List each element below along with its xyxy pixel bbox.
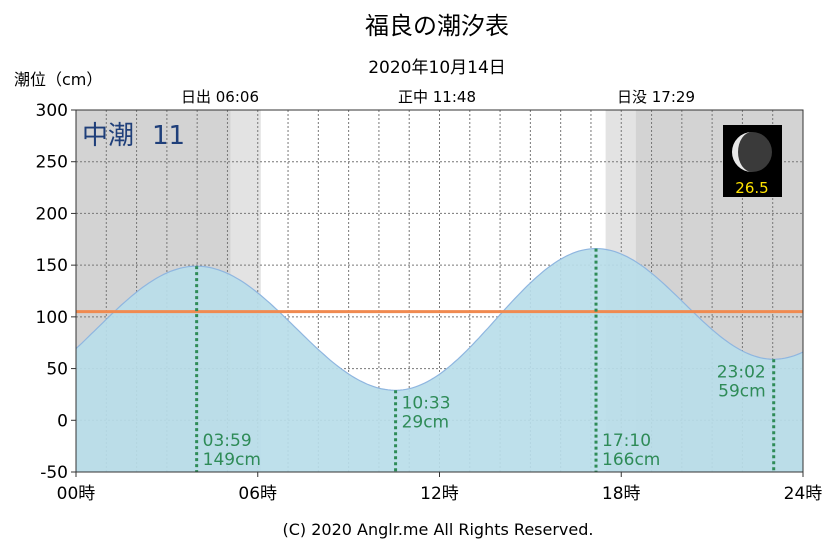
tide-number: 11 bbox=[152, 121, 185, 151]
y-tick-label: 0 bbox=[57, 411, 68, 431]
extreme-time-label: 10:33 bbox=[402, 393, 451, 413]
x-tick-label: 24時 bbox=[784, 484, 823, 504]
tide-area-fill bbox=[76, 248, 803, 472]
extreme-height-label: 149cm bbox=[203, 450, 261, 470]
x-tick-label: 00時 bbox=[57, 484, 96, 504]
y-tick-label: 100 bbox=[36, 308, 68, 328]
y-tick-label: 250 bbox=[36, 153, 68, 173]
y-axis-label: 潮位（cm） bbox=[14, 70, 102, 89]
extreme-height-label: 29cm bbox=[402, 412, 450, 432]
sunset-label: 日没 17:29 bbox=[617, 88, 695, 106]
extreme-time-label: 03:59 bbox=[203, 431, 252, 451]
chart-date: 2020年10月14日 bbox=[368, 58, 506, 78]
moon-icon bbox=[732, 132, 772, 172]
x-tick-label: 12時 bbox=[420, 484, 459, 504]
extreme-time-label: 17:10 bbox=[602, 431, 651, 451]
extreme-height-label: 59cm bbox=[718, 381, 766, 401]
footer-copyright: (C) 2020 Anglr.me All Rights Reserved. bbox=[283, 520, 594, 539]
y-tick-label: -50 bbox=[40, 463, 68, 483]
y-tick-label: 50 bbox=[46, 360, 68, 380]
extreme-height-label: 166cm bbox=[602, 450, 660, 470]
y-tick-label: 300 bbox=[36, 101, 68, 121]
y-tick-label: 200 bbox=[36, 204, 68, 224]
moon-badge: 26.5 bbox=[723, 125, 782, 197]
chart-title: 福良の潮汐表 bbox=[365, 12, 509, 40]
x-tick-label: 06時 bbox=[238, 484, 277, 504]
y-tick-label: 150 bbox=[36, 256, 68, 276]
noon-label: 正中 11:48 bbox=[398, 88, 476, 106]
x-tick-label: 18時 bbox=[602, 484, 641, 504]
tide-name: 中潮 bbox=[82, 121, 134, 151]
extreme-time-label: 23:02 bbox=[717, 362, 766, 382]
sunrise-label: 日出 06:06 bbox=[181, 88, 259, 106]
moon-crescent bbox=[732, 132, 752, 172]
moon-age: 26.5 bbox=[735, 179, 768, 197]
